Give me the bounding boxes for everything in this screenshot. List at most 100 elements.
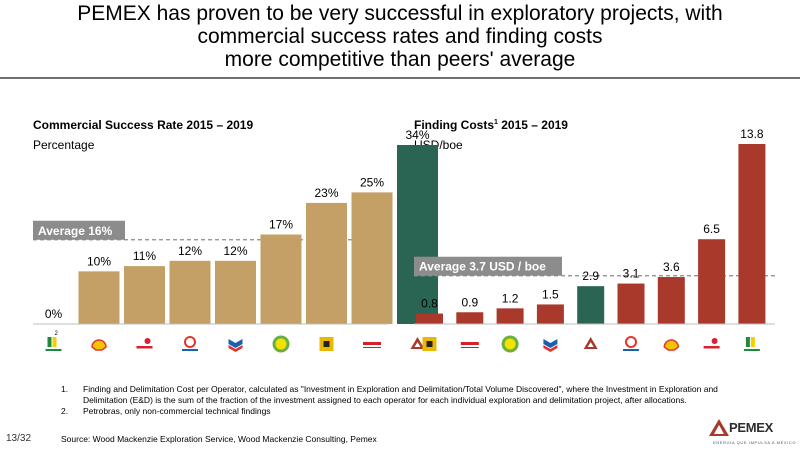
success-rate-bar xyxy=(124,266,165,324)
pemex-brand-logo: PEMEX ENERGÍA QUE IMPULSA A MÉXICO xyxy=(707,418,797,448)
chevron-logo-icon xyxy=(228,339,243,352)
success-rate-bar xyxy=(169,260,211,324)
bp-helios xyxy=(501,335,519,353)
footnote-text: Finding and Delimitation Cost per Operat… xyxy=(83,384,718,405)
success-rate-bar xyxy=(397,145,438,324)
pemex-logo-icon xyxy=(410,337,425,349)
finding-cost-data-label: 3.6 xyxy=(663,260,680,274)
petrobras-bar xyxy=(745,337,750,347)
bp-helios xyxy=(272,335,290,353)
finding-cost-data-label: 13.8 xyxy=(740,127,764,141)
footnote-number: 1. xyxy=(61,384,69,394)
shell-shape xyxy=(663,339,680,351)
success-rate-category-superscript: 2 xyxy=(55,331,59,337)
chevron-shape xyxy=(228,339,243,348)
finding-cost-data-label: 6.5 xyxy=(703,222,720,236)
equinor-star xyxy=(711,338,718,344)
finding-cost-data-label: 0.8 xyxy=(421,297,438,311)
total-swirl xyxy=(184,336,196,348)
finding-cost-bar xyxy=(416,313,443,324)
page-number: 13/32 xyxy=(6,433,32,444)
shell-logo-icon xyxy=(663,339,680,351)
chevron-logo-icon xyxy=(543,339,558,352)
success-rate-data-label: 17% xyxy=(269,218,293,232)
total-wordmark xyxy=(623,349,639,351)
success-rate-data-label: 23% xyxy=(314,186,338,200)
equinor-logo-icon xyxy=(136,338,153,349)
success-rate-data-label: 0% xyxy=(45,307,63,321)
finding-cost-bar xyxy=(536,304,564,324)
petrobras-bar xyxy=(47,337,52,347)
total-wordmark xyxy=(182,349,198,351)
source-note: Source: Wood Mackenzie Exploration Servi… xyxy=(61,434,377,444)
footnote-text: Petrobras, only non-commercial technical… xyxy=(83,406,271,416)
finding-cost-bar xyxy=(698,239,726,324)
finding-cost-bar xyxy=(496,308,524,324)
chevron-shape-lower xyxy=(543,345,558,352)
pemex-eagle-inner xyxy=(414,342,421,347)
bp-logo-icon xyxy=(501,335,519,353)
chevron-shape xyxy=(543,339,558,348)
equinor-wordmark xyxy=(703,346,720,349)
finding-cost-data-label: 3.1 xyxy=(623,267,640,281)
success-rate-data-label: 12% xyxy=(178,244,202,258)
eni-logo-icon xyxy=(422,337,437,351)
footnotes: 1. Finding and Delimitation Cost per Ope… xyxy=(61,384,751,417)
footnote-2: 2. Petrobras, only non-commercial techni… xyxy=(61,406,751,417)
right-chart-title-superscript: 1 xyxy=(494,119,498,126)
equinor-wordmark xyxy=(136,346,153,349)
brand-name: PEMEX xyxy=(729,420,774,435)
finding-cost-average-label: Average 3.7 USD / boe xyxy=(419,260,546,274)
chevron-shape-lower xyxy=(228,345,243,352)
success-rate-data-label: 10% xyxy=(87,254,111,268)
eni-dog xyxy=(426,341,433,347)
right-chart-title: Finding Costs1 2015 – 2019 xyxy=(414,118,568,132)
success-rate-data-label: 25% xyxy=(360,175,384,189)
pemex-eagle-icon xyxy=(709,419,729,436)
footnote-number: 2. xyxy=(61,406,69,416)
finding-cost-bar xyxy=(456,312,484,324)
finding-cost-bar xyxy=(738,144,766,324)
equinor-logo-icon xyxy=(703,338,720,349)
total-logo-icon xyxy=(182,336,198,351)
finding-cost-data-label: 1.5 xyxy=(542,287,559,301)
petrobras-logo-icon xyxy=(743,337,760,351)
footnote-1: 1. Finding and Delimitation Cost per Ope… xyxy=(61,384,751,406)
eni-logo-icon xyxy=(319,337,334,351)
petrobras-wordmark xyxy=(45,349,62,351)
left-chart-title: Commercial Success Rate 2015 – 2019 xyxy=(33,118,254,132)
page-title-line: more competitive than peers' average xyxy=(224,48,576,71)
shell-shape xyxy=(91,339,107,351)
left-chart-subtitle: Percentage xyxy=(33,138,95,152)
success-rate-average-label-box xyxy=(33,220,125,240)
equinor-star xyxy=(144,338,151,344)
exxonmobil-wordmark xyxy=(363,342,381,345)
brand-tagline: ENERGÍA QUE IMPULSA A MÉXICO xyxy=(713,440,797,445)
success-rate-bar xyxy=(78,271,120,324)
shell-logo-icon xyxy=(91,339,107,351)
exxonmobil-logo-icon xyxy=(460,342,479,348)
finding-cost-bar xyxy=(577,286,605,324)
petrobras-wordmark xyxy=(743,349,760,351)
total-logo-icon xyxy=(623,336,639,351)
page-title: PEMEX has proven to be very successful i… xyxy=(0,2,800,71)
pemex-logo-icon xyxy=(583,337,598,349)
right-chart-title-main: Finding Costs xyxy=(414,118,494,132)
eni-dog xyxy=(323,341,330,347)
petrobras-bar xyxy=(750,337,755,347)
finding-cost-data-label: 2.9 xyxy=(582,269,599,283)
page-title-line: commercial success rates and finding cos… xyxy=(197,25,603,48)
success-rate-data-label: 34% xyxy=(405,128,429,142)
finding-cost-average-label-box xyxy=(414,256,562,276)
success-rate-bar xyxy=(351,192,393,324)
right-chart-title-suffix: 2015 – 2019 xyxy=(497,118,568,132)
page-title-line: PEMEX has proven to be very successful i… xyxy=(77,2,723,25)
exxonmobil-logo-icon xyxy=(363,342,381,348)
total-swirl xyxy=(625,336,637,348)
success-rate-data-label: 11% xyxy=(133,249,156,263)
exxonmobil-wordmark xyxy=(460,342,479,345)
finding-cost-bar xyxy=(617,283,645,324)
finding-cost-data-label: 0.9 xyxy=(461,295,478,309)
success-rate-average-label: Average 16% xyxy=(38,224,113,238)
